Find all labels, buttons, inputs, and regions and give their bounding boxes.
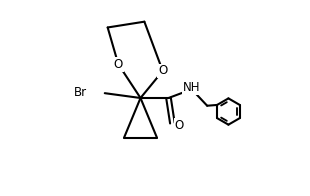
Text: O: O bbox=[175, 119, 184, 132]
Text: NH: NH bbox=[183, 81, 201, 94]
Text: O: O bbox=[114, 58, 123, 71]
Text: Br: Br bbox=[74, 86, 87, 99]
Text: O: O bbox=[158, 64, 167, 77]
